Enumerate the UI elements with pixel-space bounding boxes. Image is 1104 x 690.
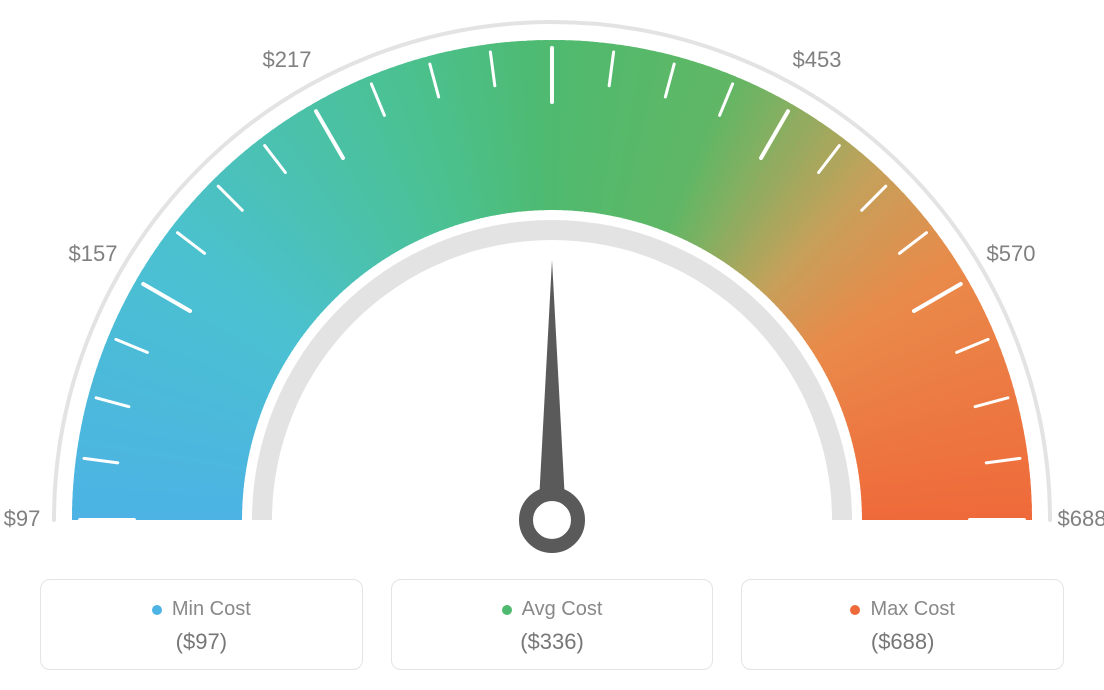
- gauge-needle: [538, 260, 566, 520]
- gauge-tick-label: $97: [4, 506, 41, 531]
- gauge-tick-label: $157: [69, 241, 118, 266]
- min-cost-label-row: Min Cost: [51, 598, 352, 621]
- gauge: $97 $157 $217 $336 $453 $570 $688: [0, 0, 1104, 560]
- stage: $97 $157 $217 $336 $453 $570 $688 Min Cost ($9…: [0, 0, 1104, 690]
- avg-cost-card: Avg Cost ($336): [391, 579, 714, 670]
- max-cost-value: ($688): [752, 629, 1053, 655]
- gauge-tick-label: $688: [1058, 506, 1104, 531]
- gauge-tick-label: $336: [528, 0, 577, 1]
- max-cost-dot-icon: [850, 605, 860, 615]
- max-cost-card: Max Cost ($688): [741, 579, 1064, 670]
- min-cost-dot-icon: [152, 605, 162, 615]
- avg-cost-label: Avg Cost: [522, 598, 603, 621]
- gauge-tick-label: $453: [793, 47, 842, 72]
- min-cost-value: ($97): [51, 629, 352, 655]
- gauge-tick-label: $570: [987, 241, 1036, 266]
- max-cost-label: Max Cost: [870, 598, 954, 621]
- min-cost-label: Min Cost: [172, 598, 251, 621]
- min-cost-card: Min Cost ($97): [40, 579, 363, 670]
- max-cost-label-row: Max Cost: [752, 598, 1053, 621]
- legend-cards: Min Cost ($97) Avg Cost ($336) Max Cost …: [40, 579, 1064, 670]
- avg-cost-label-row: Avg Cost: [402, 598, 703, 621]
- gauge-svg: $97 $157 $217 $336 $453 $570 $688: [0, 0, 1104, 560]
- avg-cost-value: ($336): [402, 629, 703, 655]
- gauge-tick-label: $217: [263, 47, 312, 72]
- avg-cost-dot-icon: [502, 605, 512, 615]
- gauge-needle-hub: [526, 494, 578, 546]
